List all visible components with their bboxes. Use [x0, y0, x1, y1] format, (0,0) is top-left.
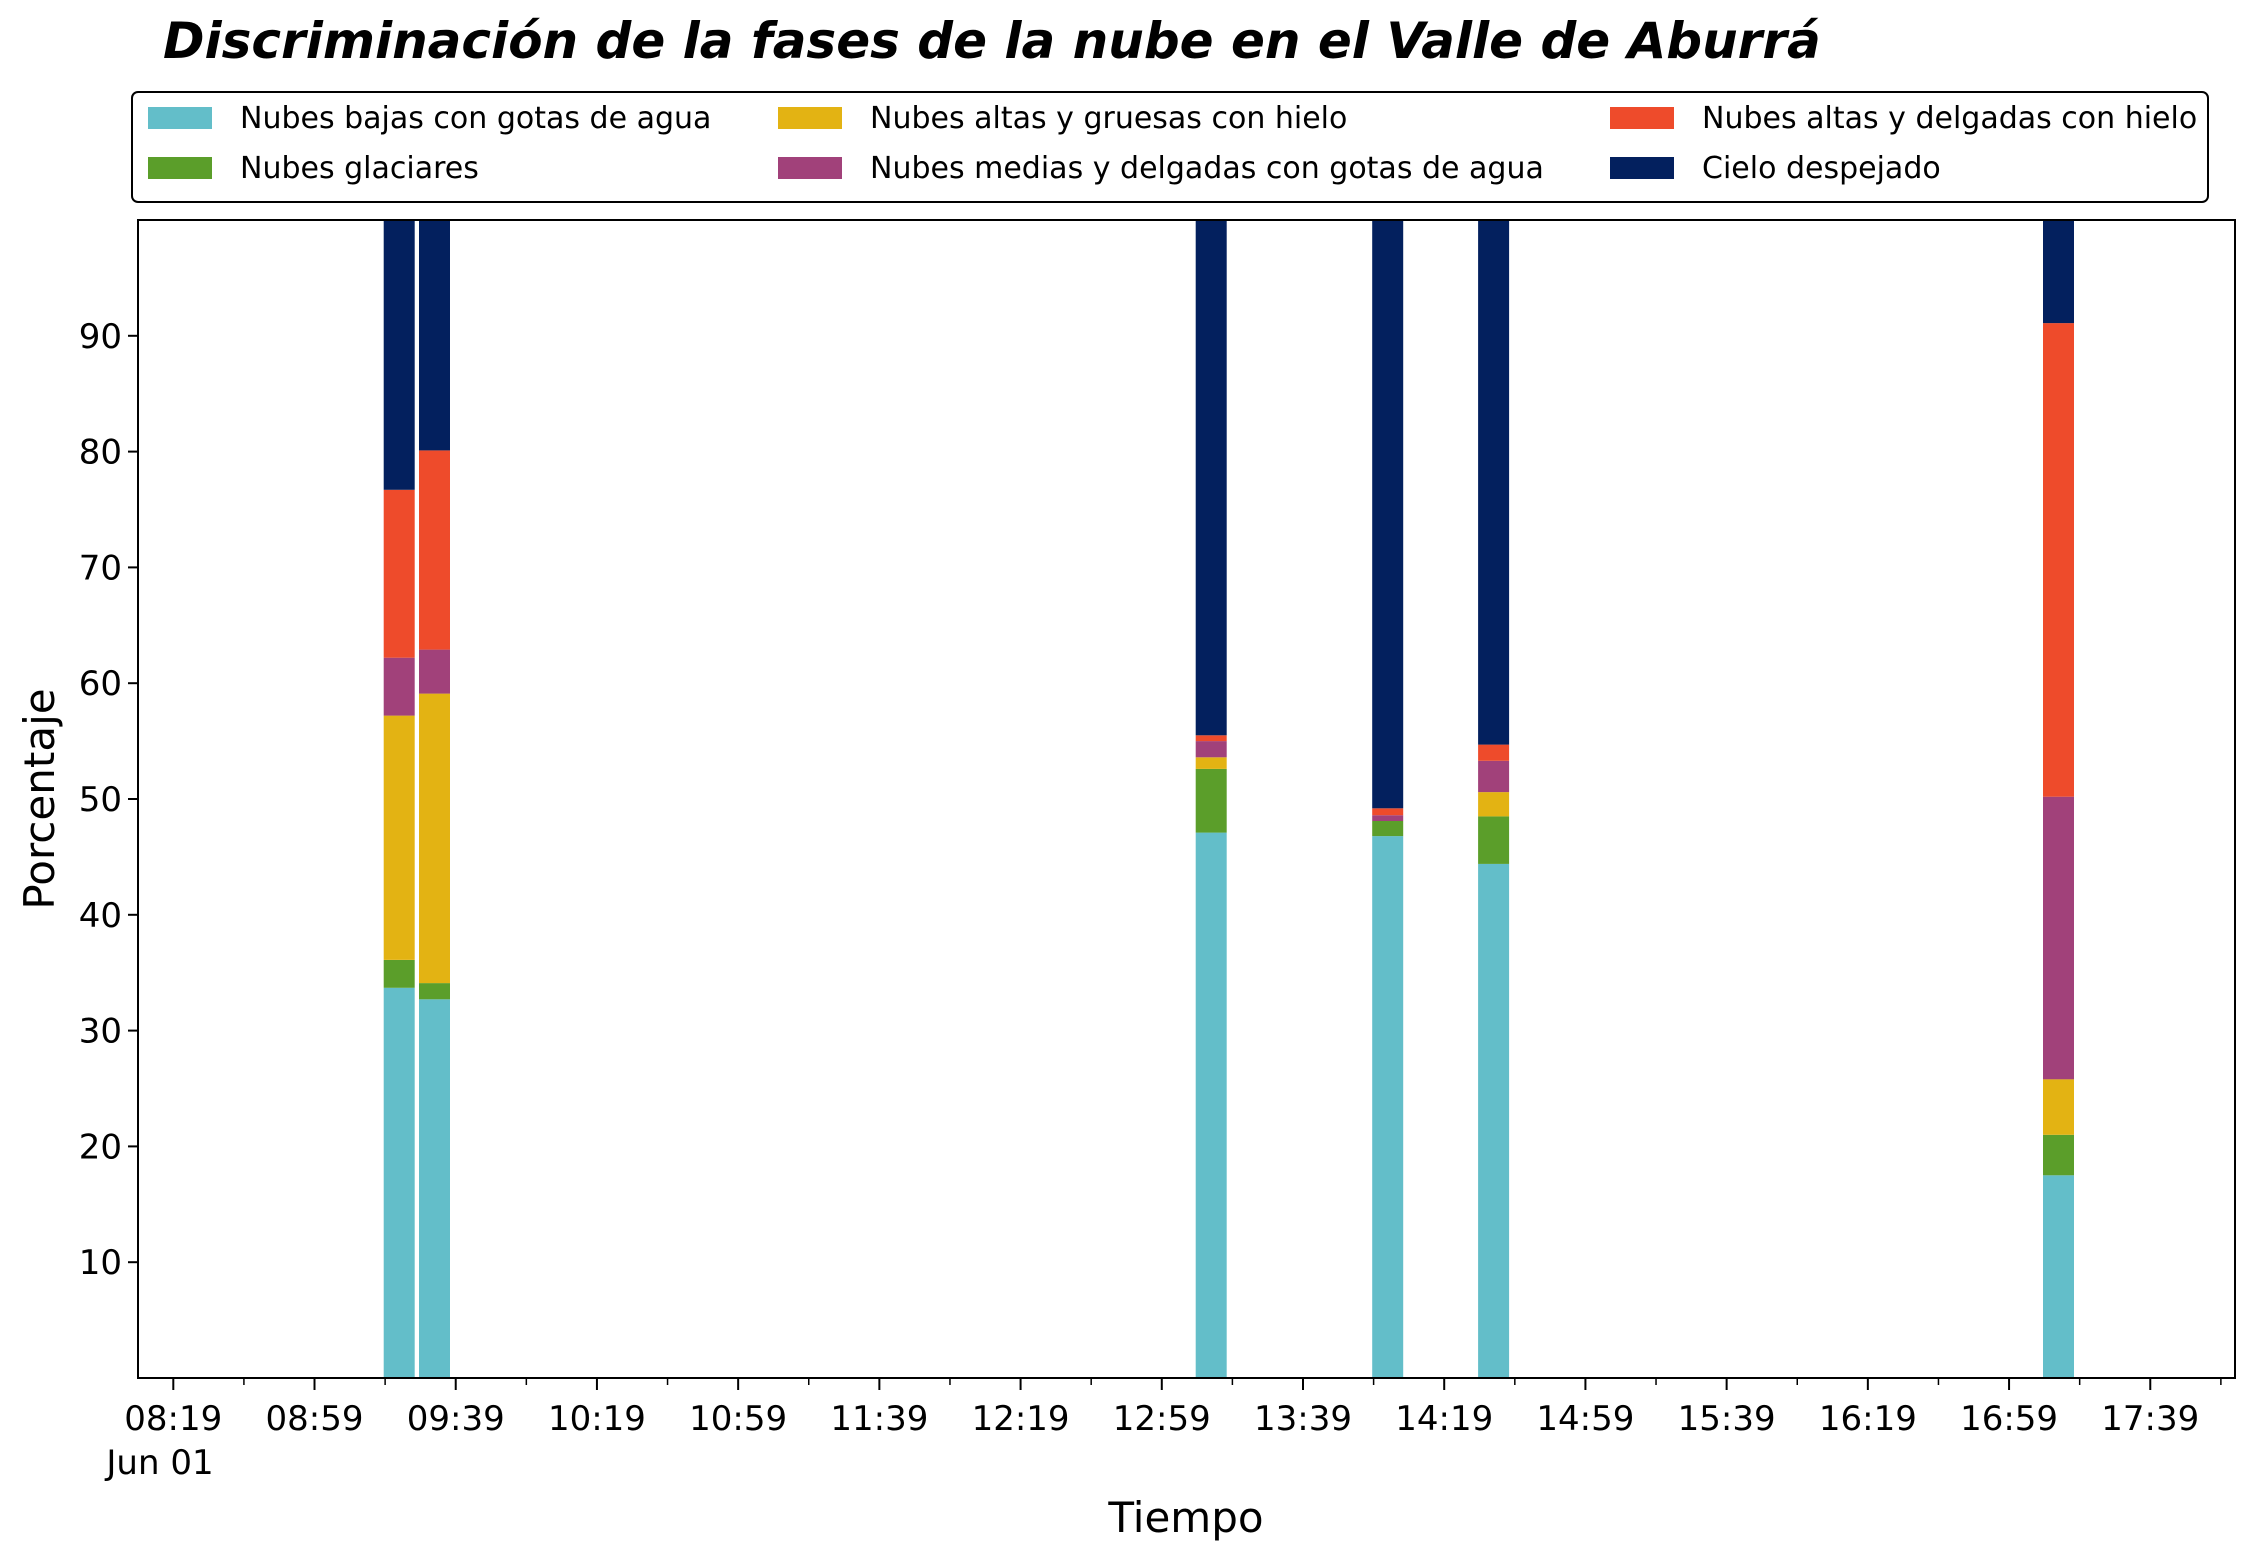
- bar-segment-2-4: [1372, 821, 1404, 837]
- bar-segment-5-4: [1372, 808, 1404, 816]
- legend-swatch: [778, 157, 842, 179]
- y-tick-label: 10: [79, 1243, 122, 1283]
- y-tick-label: 40: [79, 896, 122, 936]
- bar-segment-3-1: [383, 715, 415, 960]
- y-tick-label: 50: [79, 780, 122, 820]
- bar-segment-2-5: [1478, 816, 1510, 864]
- bar-segment-5-6: [2043, 323, 2074, 797]
- bar-segment-2-2: [419, 983, 450, 1000]
- bar-segment-4-6: [2043, 796, 2074, 1080]
- bar-segment-5-2: [419, 450, 450, 650]
- bar-segment-6-4: [1372, 220, 1404, 809]
- bar-segment-2-6: [2043, 1134, 2074, 1176]
- bar-segment-3-3: [1195, 757, 1227, 769]
- bar-segment-4-5: [1478, 760, 1510, 793]
- y-axis-label: Porcentaje: [15, 688, 64, 909]
- bar-segment-5-3: [1195, 735, 1227, 742]
- legend: Nubes bajas con gotas de agua Nubes glaci…: [131, 91, 2209, 203]
- bar-segment-3-2: [419, 693, 450, 984]
- y-tick-label: 80: [79, 433, 122, 473]
- legend-label: Nubes glaciares: [240, 151, 479, 186]
- x-tick-label: 17:39: [2101, 1399, 2199, 1439]
- bar-segment-4-4: [1372, 815, 1404, 821]
- y-tick-label: 70: [79, 548, 122, 588]
- legend-label: Nubes altas y delgadas con hielo: [1702, 101, 2197, 136]
- x-tick-label: 10:19: [548, 1399, 646, 1439]
- legend-label: Nubes medias y delgadas con gotas de agu…: [870, 151, 1544, 186]
- y-axis: 10 20 30 40 50 60 70 80 90: [79, 317, 138, 1283]
- y-tick-label: 30: [79, 1012, 122, 1052]
- legend-swatch: [778, 107, 842, 129]
- legend-swatch: [148, 157, 212, 179]
- x-tick-label: 13:39: [1254, 1399, 1352, 1439]
- x-axis-label: Tiempo: [1107, 1493, 1263, 1542]
- bars: [383, 220, 2074, 1378]
- chart-title: Discriminación de la fases de la nube en…: [163, 12, 1821, 70]
- legend-label: Nubes bajas con gotas de agua: [240, 101, 711, 136]
- x-tick-label: 16:19: [1819, 1399, 1917, 1439]
- y-tick-label: 20: [79, 1127, 122, 1167]
- bar-segment-1-4: [1372, 836, 1404, 1378]
- bar-segment-2-1: [383, 960, 415, 988]
- bar-segment-6-6: [2043, 220, 2074, 324]
- bar-segment-5-1: [383, 489, 415, 658]
- bar-segment-6-3: [1195, 220, 1227, 736]
- x-tick-label: 14:19: [1395, 1399, 1493, 1439]
- bar-segment-6-2: [419, 220, 450, 451]
- x-tick-label: 08:59: [266, 1399, 364, 1439]
- x-tick-label: 10:59: [689, 1399, 787, 1439]
- legend-swatch: [1610, 157, 1674, 179]
- x-axis: 08:19 08:59 09:39 10:19 10:59 11:39 12:19 12:59…: [124, 1378, 2222, 1439]
- x-tick-label: 15:39: [1678, 1399, 1776, 1439]
- y-tick-label: 60: [79, 664, 122, 704]
- x-date-label: Jun 01: [104, 1443, 213, 1483]
- bar-segment-4-1: [383, 657, 415, 716]
- x-tick-label: 14:59: [1536, 1399, 1634, 1439]
- x-tick-label: 08:19: [124, 1399, 222, 1439]
- bar-segment-1-5: [1478, 863, 1510, 1378]
- legend-label: Cielo despejado: [1702, 151, 1941, 186]
- bar-segment-3-5: [1478, 792, 1510, 817]
- bar-segment-1-6: [2043, 1175, 2074, 1378]
- x-tick-label: 12:59: [1113, 1399, 1211, 1439]
- x-tick-label: 12:19: [972, 1399, 1070, 1439]
- bar-segment-6-1: [383, 220, 415, 490]
- legend-frame: [131, 91, 2209, 203]
- legend-label: Nubes altas y gruesas con hielo: [870, 101, 1347, 136]
- bar-segment-4-2: [419, 649, 450, 694]
- x-tick-label: 16:59: [1960, 1399, 2058, 1439]
- bar-segment-2-3: [1195, 768, 1227, 833]
- bar-segment-3-6: [2043, 1079, 2074, 1135]
- x-tick-label: 09:39: [407, 1399, 505, 1439]
- legend-swatch: [1610, 107, 1674, 129]
- bar-segment-1-2: [419, 999, 450, 1378]
- bar-segment-1-3: [1195, 832, 1227, 1378]
- y-tick-label: 90: [79, 317, 122, 357]
- legend-swatch: [148, 107, 212, 129]
- bar-segment-4-3: [1195, 741, 1227, 758]
- bar-segment-6-5: [1478, 220, 1510, 745]
- bar-segment-1-1: [383, 987, 415, 1378]
- plot-frame: [137, 219, 2236, 1379]
- x-tick-label: 11:39: [830, 1399, 928, 1439]
- bar-segment-5-5: [1478, 744, 1510, 761]
